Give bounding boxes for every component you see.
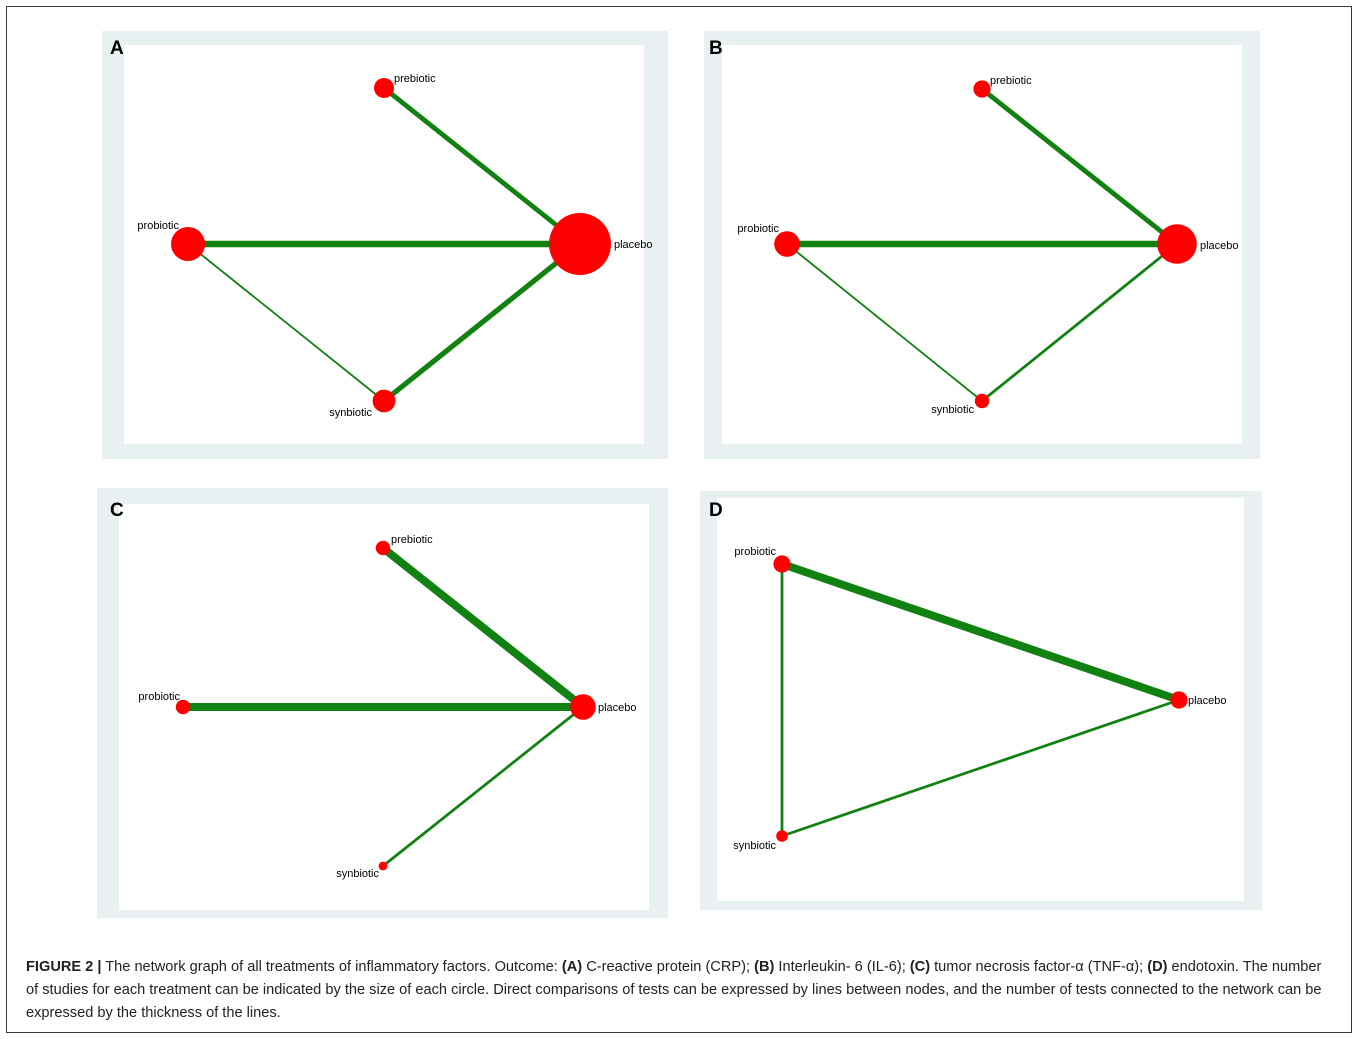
network-figure: AprebioticprobioticplacebosynbioticBpreb… xyxy=(97,31,1262,918)
node-synbiotic xyxy=(378,861,388,871)
caption-tag-c: (C) xyxy=(909,959,931,975)
node-synbiotic xyxy=(372,389,396,413)
node-label-probiotic: probiotic xyxy=(137,220,179,232)
node-probiotic xyxy=(773,555,791,573)
edge-prebiotic-placebo xyxy=(379,544,587,711)
panel-letter: B xyxy=(709,38,723,59)
caption-text-d: endotoxin. The number of studies for eac… xyxy=(26,959,1322,1021)
edge-probiotic-placebo xyxy=(778,560,1183,704)
caption-label: FIGURE 2 | xyxy=(26,959,102,975)
node-synbiotic xyxy=(776,830,788,842)
node-label-placebo: placebo xyxy=(614,239,653,251)
edge-prebiotic-placebo xyxy=(979,86,1180,247)
node-label-probiotic: probiotic xyxy=(737,223,779,235)
caption-tag-d: (D) xyxy=(1147,959,1168,975)
node-label-synbiotic: synbiotic xyxy=(733,840,776,852)
edge-probiotic-synbiotic xyxy=(786,243,983,402)
edge-synbiotic-placebo xyxy=(780,698,1181,838)
node-label-synbiotic: synbiotic xyxy=(329,407,372,419)
node-placebo xyxy=(1170,691,1188,709)
panel-letter: A xyxy=(110,38,124,59)
node-label-placebo: placebo xyxy=(1200,240,1239,252)
node-label-probiotic: probiotic xyxy=(734,546,776,558)
edge-synbiotic-placebo xyxy=(381,705,585,868)
figure-caption: FIGURE 2 | The network graph of all trea… xyxy=(26,956,1336,1025)
panel-letter: C xyxy=(110,500,124,521)
node-prebiotic xyxy=(374,78,394,98)
node-prebiotic xyxy=(375,540,391,556)
edge-synbiotic-placebo xyxy=(980,242,1179,403)
node-label-probiotic: probiotic xyxy=(138,691,180,703)
edge-prebiotic-placebo xyxy=(381,85,583,247)
edge-synbiotic-placebo xyxy=(381,241,583,404)
node-synbiotic xyxy=(974,393,990,409)
node-prebiotic xyxy=(973,80,991,98)
node-probiotic xyxy=(774,231,800,257)
node-label-prebiotic: prebiotic xyxy=(394,73,436,85)
node-label-prebiotic: prebiotic xyxy=(391,534,433,546)
caption-tag-b: (B) xyxy=(754,959,775,975)
node-label-placebo: placebo xyxy=(1188,695,1227,707)
node-placebo xyxy=(570,694,596,720)
caption-intro: The network graph of all treatments of i… xyxy=(101,959,562,975)
caption-text-c: tumor necrosis factor-α (TNF-α); xyxy=(930,959,1148,975)
node-label-prebiotic: prebiotic xyxy=(990,75,1032,87)
edge-probiotic-synbiotic xyxy=(187,243,385,402)
panel-letter: D xyxy=(709,500,723,521)
node-probiotic xyxy=(175,699,191,715)
node-label-synbiotic: synbiotic xyxy=(336,868,379,880)
node-placebo xyxy=(549,213,611,275)
caption-text-a: C-reactive protein (CRP); xyxy=(582,959,755,975)
caption-tag-a: (A) xyxy=(561,959,583,975)
node-label-placebo: placebo xyxy=(598,702,637,714)
panel-plot-area xyxy=(717,498,1244,901)
node-placebo xyxy=(1157,224,1197,264)
node-label-synbiotic: synbiotic xyxy=(931,404,974,416)
caption-text-b: Interleukin- 6 (IL-6); xyxy=(774,959,910,975)
node-probiotic xyxy=(171,227,205,261)
